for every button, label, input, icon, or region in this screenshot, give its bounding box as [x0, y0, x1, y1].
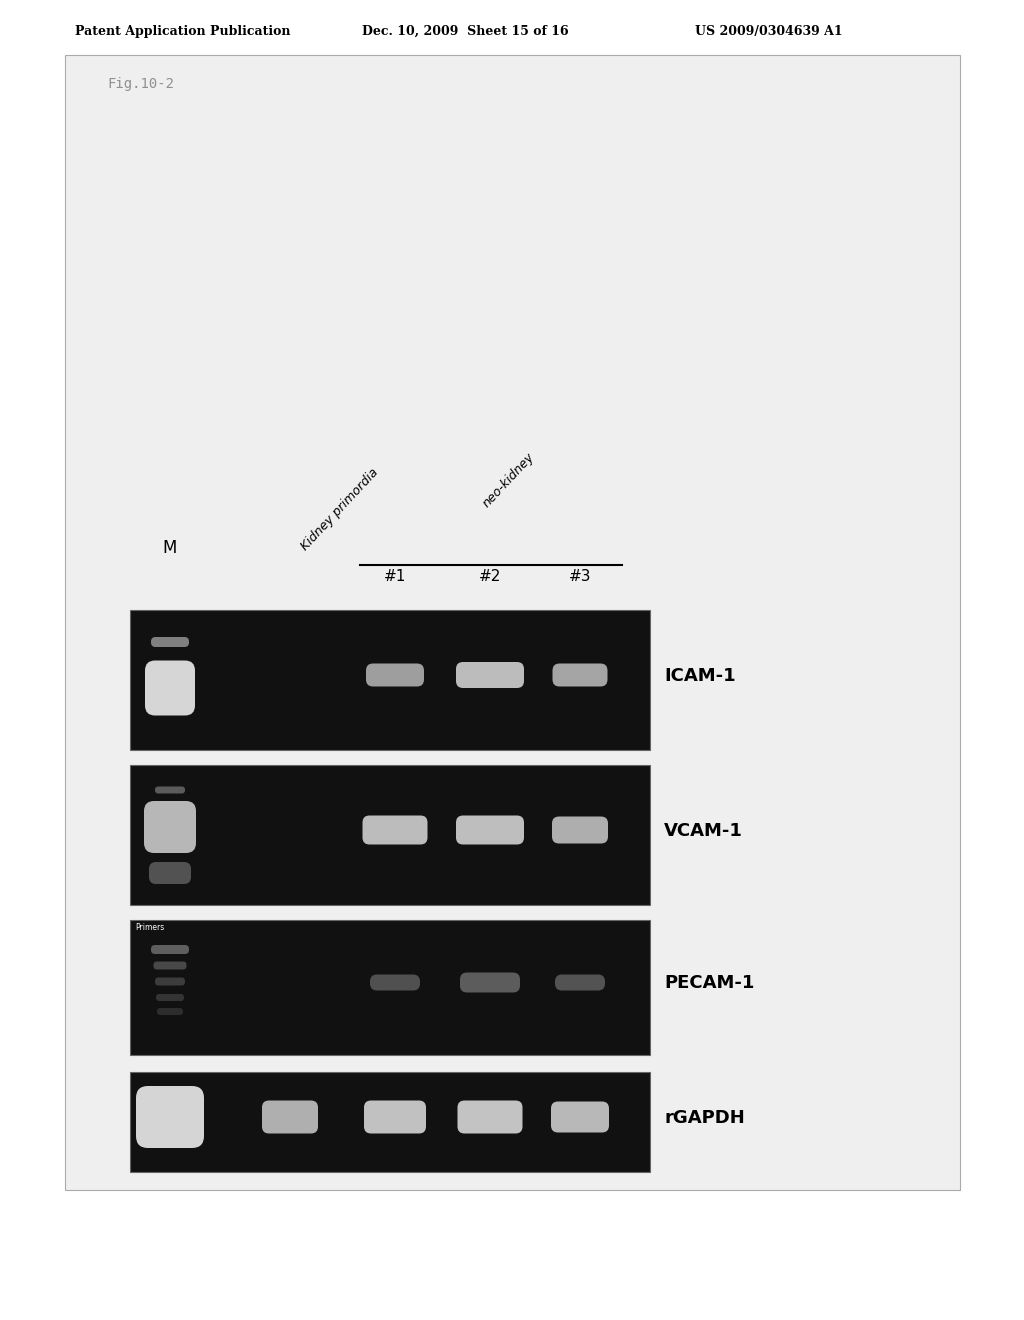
Text: US 2009/0304639 A1: US 2009/0304639 A1 [695, 25, 843, 38]
FancyBboxPatch shape [553, 664, 607, 686]
FancyBboxPatch shape [362, 816, 427, 845]
FancyBboxPatch shape [151, 945, 189, 954]
Text: Patent Application Publication: Patent Application Publication [75, 25, 291, 38]
FancyBboxPatch shape [154, 961, 186, 969]
FancyBboxPatch shape [157, 1008, 183, 1015]
Text: #1: #1 [384, 569, 407, 583]
FancyBboxPatch shape [364, 1101, 426, 1134]
FancyBboxPatch shape [551, 1101, 609, 1133]
Text: #2: #2 [479, 569, 501, 583]
Text: ICAM-1: ICAM-1 [664, 667, 735, 685]
FancyBboxPatch shape [145, 660, 195, 715]
FancyBboxPatch shape [456, 816, 524, 845]
Text: PECAM-1: PECAM-1 [664, 974, 755, 993]
FancyBboxPatch shape [136, 1086, 204, 1148]
Bar [130, 1072, 650, 1172]
FancyBboxPatch shape [366, 664, 424, 686]
FancyBboxPatch shape [555, 974, 605, 990]
Text: Kidney primordia: Kidney primordia [298, 466, 381, 553]
Bar [65, 55, 961, 1191]
Text: Fig.10-2: Fig.10-2 [106, 77, 174, 91]
FancyBboxPatch shape [458, 1101, 522, 1134]
Text: rGAPDH: rGAPDH [664, 1109, 744, 1127]
FancyBboxPatch shape [151, 638, 189, 647]
FancyBboxPatch shape [144, 801, 196, 853]
FancyBboxPatch shape [155, 787, 185, 793]
Text: Primers: Primers [135, 923, 164, 932]
Bar [130, 610, 650, 750]
Text: Dec. 10, 2009  Sheet 15 of 16: Dec. 10, 2009 Sheet 15 of 16 [362, 25, 568, 38]
FancyBboxPatch shape [460, 973, 520, 993]
FancyBboxPatch shape [156, 994, 184, 1001]
FancyBboxPatch shape [155, 978, 185, 986]
FancyBboxPatch shape [370, 974, 420, 990]
Text: VCAM-1: VCAM-1 [664, 822, 742, 840]
Bar [130, 920, 650, 1055]
Text: neo-kidney: neo-kidney [480, 450, 537, 510]
FancyBboxPatch shape [262, 1101, 318, 1134]
Bar [130, 766, 650, 906]
FancyBboxPatch shape [150, 862, 191, 884]
Text: #3: #3 [568, 569, 591, 583]
FancyBboxPatch shape [456, 663, 524, 688]
FancyBboxPatch shape [552, 817, 608, 843]
Text: M: M [163, 539, 177, 557]
